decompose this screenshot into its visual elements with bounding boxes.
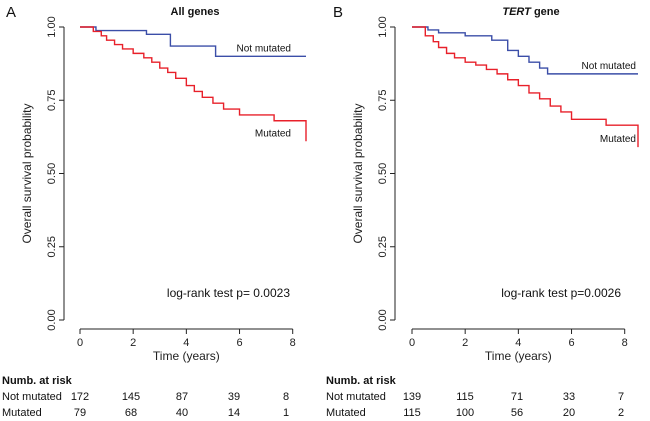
risk-value: 145 — [122, 391, 140, 403]
risk-value: 2 — [618, 407, 624, 419]
panel-letter: A — [6, 4, 16, 21]
x-tick-label: 6 — [236, 337, 242, 349]
x-tick-label: 0 — [409, 337, 415, 349]
curve-label-not-mutated: Not mutated — [237, 43, 291, 54]
survival-curve-not-mutated — [80, 26, 306, 57]
log-rank-annotation: log-rank test p=0.0026 — [501, 286, 621, 300]
risk-table-header: Numb. at risk — [326, 375, 397, 387]
risk-value: 14 — [228, 407, 240, 419]
x-tick-label: 4 — [515, 337, 521, 349]
risk-value: 33 — [563, 391, 575, 403]
chart-title: All genes — [171, 6, 220, 18]
risk-table-header: Numb. at risk — [2, 375, 73, 387]
risk-row-label: Mutated — [326, 407, 366, 419]
log-rank-annotation: log-rank test p= 0.0023 — [167, 286, 290, 300]
risk-value: 115 — [403, 407, 421, 419]
y-tick-label: 0.50 — [377, 163, 389, 184]
y-tick-label: 1.00 — [46, 16, 58, 37]
x-tick-label: 2 — [130, 337, 136, 349]
risk-row-label: Not mutated — [2, 391, 62, 403]
chart-title-suffix: gene — [531, 6, 560, 18]
y-tick-label: 0.75 — [377, 90, 389, 111]
risk-value: 8 — [283, 391, 289, 403]
risk-row-label: Not mutated — [326, 391, 386, 403]
risk-value: 87 — [176, 391, 188, 403]
y-tick-label: 0.00 — [46, 309, 58, 330]
survival-curve-mutated — [80, 26, 307, 142]
risk-value: 115 — [456, 391, 474, 403]
risk-value: 71 — [511, 391, 523, 403]
x-tick-label: 2 — [462, 337, 468, 349]
x-axis-label: Time (years) — [485, 349, 552, 363]
risk-value: 40 — [176, 407, 188, 419]
risk-value: 1 — [283, 407, 289, 419]
risk-value: 139 — [403, 391, 421, 403]
risk-row-label: Mutated — [2, 407, 42, 419]
x-tick-label: 8 — [290, 337, 296, 349]
curve-label-not-mutated: Not mutated — [582, 61, 636, 72]
curve-label-mutated: Mutated — [255, 128, 291, 139]
risk-value: 39 — [228, 391, 240, 403]
y-tick-label: 0.25 — [46, 236, 58, 257]
y-axis-label: Overall survival probability — [20, 103, 34, 243]
risk-value: 20 — [563, 407, 575, 419]
y-axis-label: Overall survival probability — [351, 103, 365, 243]
risk-value: 172 — [71, 391, 89, 403]
x-tick-label: 4 — [183, 337, 189, 349]
risk-value: 68 — [125, 407, 137, 419]
x-axis-label: Time (years) — [153, 349, 220, 363]
risk-value: 7 — [618, 391, 624, 403]
x-tick-label: 8 — [622, 337, 628, 349]
chart-title: TERT gene — [502, 6, 559, 18]
y-tick-label: 0.50 — [46, 163, 58, 184]
x-tick-label: 6 — [568, 337, 574, 349]
risk-value: 100 — [456, 407, 474, 419]
y-tick-label: 0.25 — [377, 236, 389, 257]
x-tick-label: 0 — [77, 337, 83, 349]
y-tick-label: 1.00 — [377, 16, 389, 37]
panel-letter: B — [333, 4, 343, 21]
risk-value: 56 — [511, 407, 523, 419]
survival-curve-not-mutated — [412, 26, 638, 75]
risk-value: 79 — [74, 407, 86, 419]
chart-title-main: All genes — [171, 6, 220, 18]
chart-panel-a: A All genes 0.00 0.25 0.50 0.75 1.00 Overall su… — [2, 4, 307, 419]
survival-curve-mutated — [412, 26, 639, 148]
curve-label-mutated: Mutated — [600, 134, 636, 145]
chart-panel-b: B TERT gene 0.00 0.25 0.50 0.75 1.00 Overall su… — [326, 4, 639, 419]
y-tick-label: 0.00 — [377, 309, 389, 330]
chart-title-main: TERT — [502, 6, 532, 18]
y-tick-label: 0.75 — [46, 90, 58, 111]
